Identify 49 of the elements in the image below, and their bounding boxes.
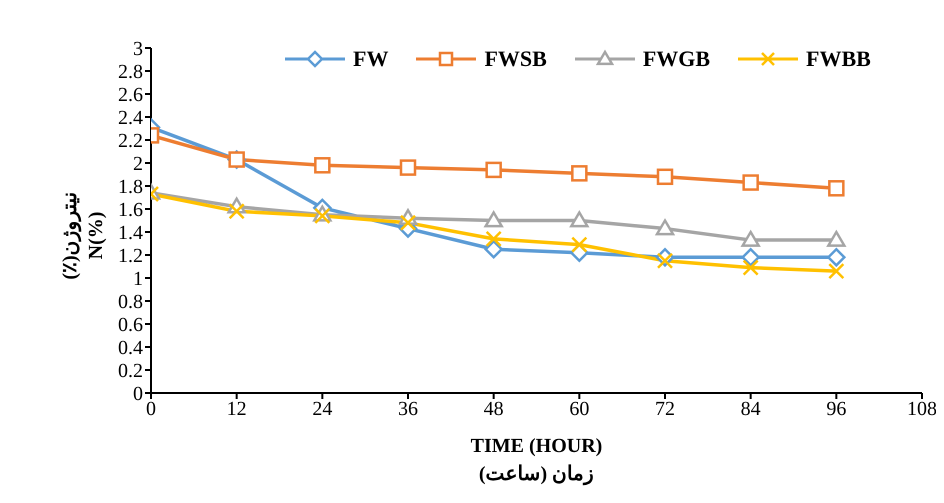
y-tick-label: 1.4 — [118, 222, 143, 244]
y-tick-label: 1.2 — [118, 245, 143, 268]
x-tick-label: 12 — [226, 398, 247, 420]
y-tick-label: 0.6 — [118, 314, 143, 336]
point — [742, 174, 759, 191]
point — [827, 248, 846, 267]
point — [485, 230, 502, 248]
point — [741, 230, 760, 247]
y-tick-label: 1 — [133, 268, 143, 290]
x-tick-label: 72 — [655, 398, 675, 420]
x-tick-label: 108 — [907, 398, 937, 420]
point — [485, 162, 502, 178]
y-tick-label: 1.8 — [118, 176, 143, 198]
point — [828, 262, 845, 280]
y-tick-label: 2 — [133, 153, 143, 176]
y-tick-label: 3 — [133, 38, 143, 60]
legend-label: FWGB — [642, 46, 710, 72]
y-tick-label: 2.8 — [118, 61, 143, 84]
y-tick-label: 2.6 — [118, 84, 143, 106]
y-tick-label: 2.2 — [118, 130, 143, 152]
x-tick-label: 84 — [740, 398, 761, 420]
point — [827, 230, 846, 247]
x-tick-label: 48 — [484, 398, 504, 420]
point — [314, 157, 331, 174]
legend-label: FWBB — [806, 46, 871, 72]
point — [571, 236, 588, 253]
y-tick-label: 0.4 — [118, 337, 143, 360]
point — [656, 168, 674, 186]
y-tick-label: 1.6 — [118, 199, 143, 222]
x-tick-label: 36 — [398, 398, 418, 420]
point — [400, 159, 416, 176]
point — [570, 211, 589, 228]
point — [484, 211, 503, 228]
point — [484, 240, 503, 258]
x-tick-label: 24 — [312, 398, 332, 420]
y-tick-label: 2.4 — [118, 107, 143, 130]
point — [571, 165, 588, 182]
legend-label: FWSB — [484, 46, 547, 72]
x-tick-label: 60 — [569, 398, 590, 420]
legend-label: FW — [353, 46, 388, 72]
point — [656, 219, 674, 236]
point — [828, 180, 845, 197]
x-tick-label: 96 — [826, 398, 846, 420]
point — [656, 252, 674, 269]
point — [742, 259, 759, 276]
y-tick-label: 0.8 — [118, 291, 143, 314]
point — [741, 248, 760, 267]
y-tick-label: 0.2 — [118, 360, 143, 382]
y-tick-label: 0 — [133, 383, 143, 406]
